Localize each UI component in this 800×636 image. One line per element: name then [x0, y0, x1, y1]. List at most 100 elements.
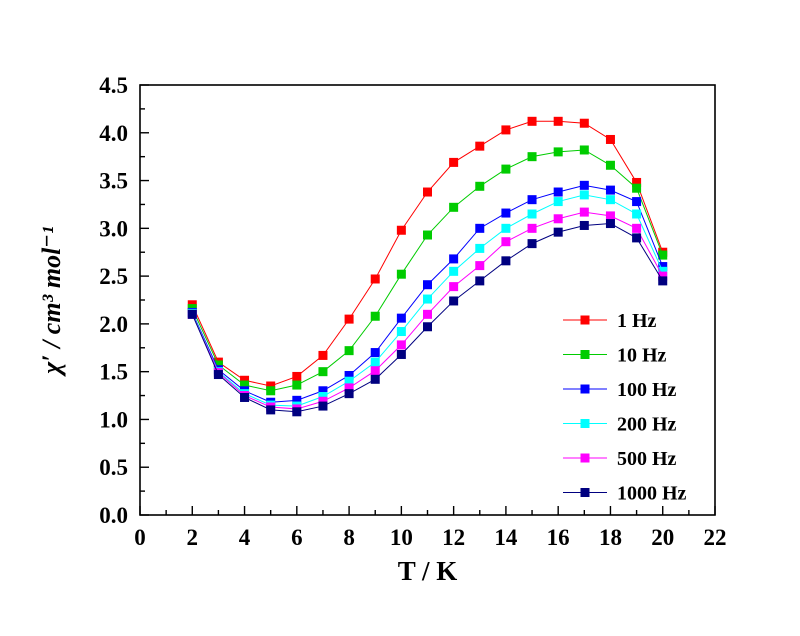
series-marker-200-hz [318, 392, 328, 402]
series-marker-1-hz [553, 116, 563, 126]
series-marker-1-hz [423, 187, 432, 197]
series-marker-10-hz [632, 183, 642, 193]
series-marker-100-hz [318, 386, 328, 396]
series-marker-10-hz [579, 145, 589, 155]
legend-label: 1000 Hz [617, 483, 687, 505]
series-marker-1000-hz [240, 392, 250, 402]
y-tick-label: 4.0 [99, 121, 128, 146]
legend-label: 100 Hz [617, 379, 677, 401]
series-marker-1-hz [318, 350, 328, 360]
series-marker-1000-hz [213, 370, 223, 380]
legend-marker [580, 350, 590, 359]
series-marker-100-hz [344, 370, 354, 380]
y-tick-label: 0.5 [99, 455, 128, 480]
series-marker-1000-hz [527, 239, 537, 249]
x-axis-title: T / K [397, 556, 458, 586]
series-marker-200-hz [475, 243, 485, 253]
series-marker-200-hz [605, 195, 615, 205]
series-marker-10-hz [527, 152, 537, 162]
x-tick-label: 16 [547, 525, 570, 550]
series-marker-500-hz [527, 223, 537, 233]
series-marker-1000-hz [658, 276, 668, 286]
series-marker-1-hz [527, 116, 537, 126]
series-marker-1000-hz [605, 219, 615, 229]
series-marker-200-hz [579, 190, 589, 200]
y-tick-label: 1.0 [99, 407, 128, 432]
legend-label: 200 Hz [617, 414, 677, 436]
series-marker-200-hz [501, 223, 511, 233]
y-tick-label: 4.5 [99, 73, 128, 98]
legend-label: 10 Hz [617, 345, 667, 367]
series-marker-1000-hz [292, 407, 302, 417]
legend-entry-1000-hz: 1000 Hz [563, 483, 687, 505]
x-tick-label: 6 [291, 525, 303, 550]
series-marker-1000-hz [579, 220, 589, 230]
series-marker-100-hz [579, 180, 589, 190]
series-line-1-hz [191, 120, 664, 387]
y-tick-label: 3.0 [99, 216, 128, 241]
series-marker-200-hz [527, 209, 537, 219]
series-marker-500-hz [423, 309, 432, 319]
series-marker-10-hz [501, 164, 511, 174]
series-marker-500-hz [396, 340, 406, 350]
x-tick-label: 2 [187, 525, 199, 550]
series-marker-500-hz [344, 383, 354, 393]
series-marker-10-hz [318, 367, 328, 377]
series-marker-500-hz [605, 211, 615, 221]
series-marker-100-hz [370, 348, 380, 358]
series-marker-10-hz [396, 269, 406, 279]
series-marker-10-hz [344, 346, 354, 356]
series-marker-10-hz [658, 250, 668, 260]
series-marker-200-hz [396, 327, 406, 337]
series-marker-10-hz [266, 386, 276, 396]
series-marker-1000-hz [266, 405, 276, 415]
y-tick-label: 2.5 [99, 264, 128, 289]
series-marker-10-hz [449, 202, 459, 212]
x-tick-label: 22 [704, 525, 727, 550]
series-marker-1000-hz [449, 296, 459, 306]
series-marker-1-hz [605, 134, 615, 144]
series-marker-500-hz [658, 271, 668, 281]
x-tick-label: 8 [343, 525, 355, 550]
y-tick-label: 3.5 [99, 169, 128, 194]
series-marker-10-hz [370, 311, 380, 321]
legend-marker [580, 315, 590, 325]
series-marker-100-hz [396, 313, 406, 323]
series-marker-500-hz [579, 207, 589, 217]
series-marker-500-hz [501, 237, 511, 247]
legend-marker [580, 488, 590, 497]
x-tick-label: 20 [651, 525, 674, 550]
series-marker-1-hz [475, 141, 485, 151]
series-marker-1000-hz [501, 256, 511, 266]
series-marker-100-hz [449, 254, 459, 264]
series-marker-1-hz [396, 225, 406, 235]
series-marker-1-hz [266, 381, 276, 391]
series-marker-100-hz [658, 262, 668, 272]
series-marker-200-hz [370, 357, 380, 367]
series-marker-500-hz [475, 261, 485, 271]
series-marker-1000-hz [344, 389, 354, 399]
legend-entry-10-hz: 10 Hz [563, 345, 667, 367]
series-marker-200-hz [344, 376, 354, 386]
series-marker-1000-hz [423, 322, 432, 332]
series-marker-10-hz [423, 230, 432, 240]
series-marker-10-hz [292, 380, 302, 390]
series-marker-1000-hz [318, 401, 328, 411]
series-marker-100-hz [501, 208, 511, 218]
series-marker-10-hz [475, 181, 485, 191]
series-marker-10-hz [605, 160, 615, 170]
x-tick-label: 14 [494, 525, 518, 550]
series-marker-500-hz [449, 282, 459, 292]
series-marker-500-hz [632, 223, 642, 233]
legend-label: 1 Hz [617, 310, 657, 332]
y-tick-label: 2.0 [99, 312, 128, 337]
series-marker-1000-hz [475, 276, 485, 286]
y-tick-label: 1.5 [99, 360, 128, 385]
legend-marker [580, 453, 590, 463]
series-marker-200-hz [423, 294, 432, 304]
x-tick-label: 10 [390, 525, 413, 550]
series-marker-100-hz [475, 223, 485, 233]
legend-entry-200-hz: 200 Hz [563, 414, 677, 436]
series-marker-1-hz [370, 274, 380, 284]
